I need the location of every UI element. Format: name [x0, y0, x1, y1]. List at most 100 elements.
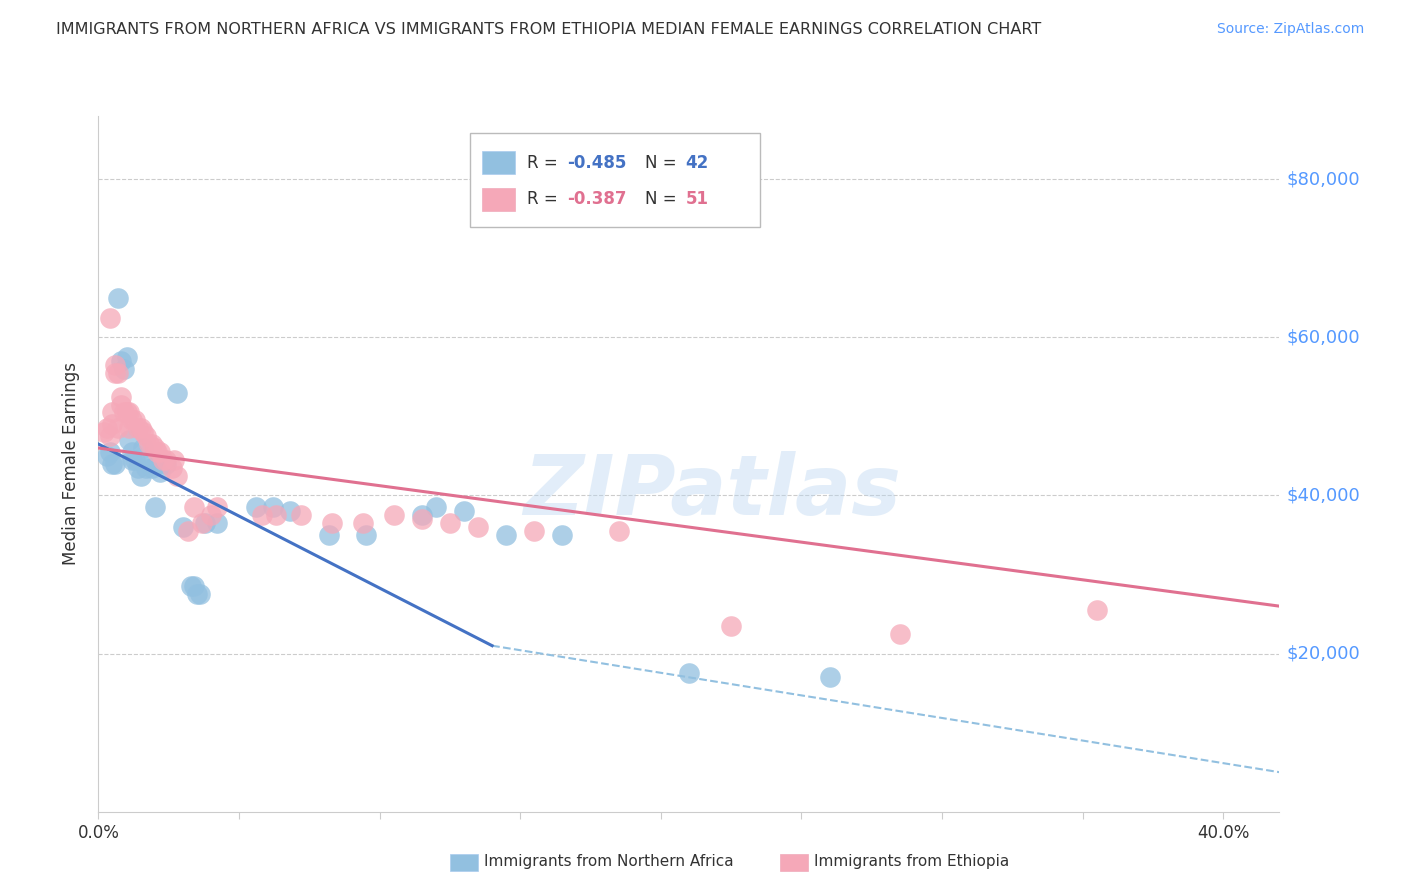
Point [186, 587, 208, 601]
Point [141, 460, 163, 475]
Point [678, 666, 700, 681]
Point [96, 421, 118, 435]
Point [141, 437, 163, 451]
Text: $20,000: $20,000 [1286, 645, 1360, 663]
Text: Source: ZipAtlas.com: Source: ZipAtlas.com [1216, 22, 1364, 37]
Point [124, 453, 146, 467]
Point [720, 619, 742, 633]
Point [118, 405, 141, 419]
Point [551, 528, 574, 542]
Point [889, 627, 911, 641]
Point [127, 421, 149, 435]
Point [818, 670, 841, 684]
Text: N =: N = [645, 153, 682, 171]
Point [607, 524, 630, 538]
Text: 42: 42 [685, 153, 709, 171]
Point [143, 500, 166, 515]
FancyBboxPatch shape [482, 188, 516, 211]
Point [321, 516, 343, 530]
Point [411, 512, 433, 526]
Point [166, 468, 188, 483]
Point [107, 366, 129, 380]
Point [135, 429, 157, 443]
Point [200, 508, 222, 523]
Point [262, 500, 284, 515]
Point [107, 421, 129, 435]
Point [264, 508, 287, 523]
Text: N =: N = [645, 191, 682, 209]
Point [129, 468, 152, 483]
Point [118, 433, 141, 447]
Point [132, 441, 155, 455]
Point [138, 457, 160, 471]
Point [138, 437, 160, 451]
Point [250, 508, 273, 523]
Text: Immigrants from Ethiopia: Immigrants from Ethiopia [814, 855, 1010, 869]
Point [146, 445, 169, 459]
Text: 51: 51 [685, 191, 709, 209]
Point [160, 460, 183, 475]
Point [1085, 603, 1108, 617]
Point [129, 421, 152, 435]
Text: -0.387: -0.387 [567, 191, 627, 209]
Point [101, 417, 124, 432]
Point [135, 460, 157, 475]
Point [124, 413, 146, 427]
FancyBboxPatch shape [482, 152, 516, 174]
Point [495, 528, 517, 542]
Point [127, 460, 149, 475]
Point [149, 445, 172, 459]
Point [290, 508, 312, 523]
Point [155, 457, 177, 471]
Point [382, 508, 405, 523]
Point [188, 587, 211, 601]
Point [439, 516, 461, 530]
Point [411, 508, 433, 523]
Point [115, 350, 138, 364]
Point [352, 516, 374, 530]
Point [205, 516, 228, 530]
Text: $80,000: $80,000 [1286, 170, 1360, 188]
FancyBboxPatch shape [471, 134, 759, 227]
Point [278, 504, 301, 518]
Point [132, 425, 155, 440]
Point [183, 579, 205, 593]
Point [166, 385, 188, 400]
Point [245, 500, 267, 515]
Point [453, 504, 475, 518]
Point [318, 528, 340, 542]
Point [101, 405, 124, 419]
Text: IMMIGRANTS FROM NORTHERN AFRICA VS IMMIGRANTS FROM ETHIOPIA MEDIAN FEMALE EARNIN: IMMIGRANTS FROM NORTHERN AFRICA VS IMMIG… [56, 22, 1042, 37]
Point [107, 291, 129, 305]
Point [149, 465, 172, 479]
Point [205, 500, 228, 515]
Text: Immigrants from Northern Africa: Immigrants from Northern Africa [484, 855, 734, 869]
Point [110, 390, 132, 404]
Point [172, 520, 194, 534]
Point [93, 425, 115, 440]
Point [98, 310, 121, 325]
Point [194, 516, 217, 530]
Point [467, 520, 489, 534]
Point [110, 354, 132, 368]
Point [191, 516, 214, 530]
Point [98, 445, 121, 459]
Point [183, 500, 205, 515]
Point [143, 441, 166, 455]
Text: ZIPatlas: ZIPatlas [523, 451, 901, 533]
Point [155, 453, 177, 467]
Point [177, 524, 200, 538]
Text: $60,000: $60,000 [1286, 328, 1360, 346]
Point [163, 453, 186, 467]
Point [180, 579, 202, 593]
Point [96, 449, 118, 463]
Point [121, 445, 143, 459]
Point [354, 528, 377, 542]
Point [523, 524, 546, 538]
Point [110, 398, 132, 412]
Point [115, 405, 138, 419]
Text: -0.485: -0.485 [567, 153, 627, 171]
Point [425, 500, 447, 515]
Text: R =: R = [527, 191, 564, 209]
Point [98, 429, 121, 443]
